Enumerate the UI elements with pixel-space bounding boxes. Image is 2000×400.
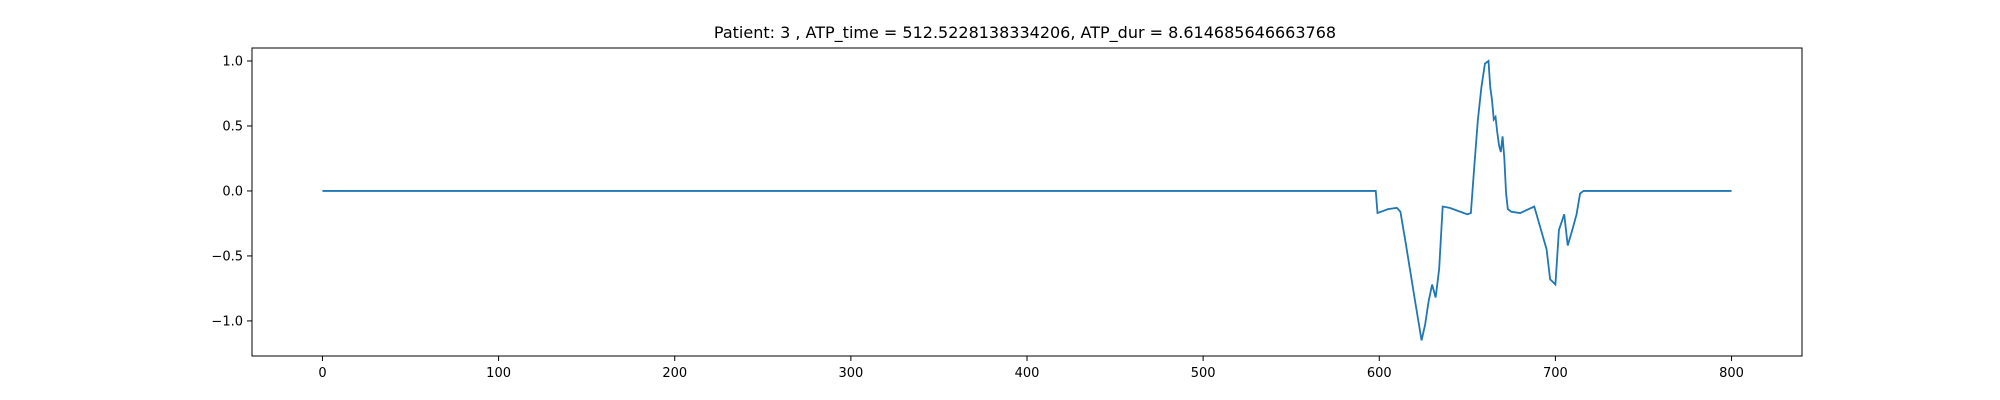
y-tick-label: 0.0 [222, 184, 243, 199]
x-tick-label: 700 [1543, 366, 1568, 381]
y-tick-label: 0.5 [222, 119, 243, 134]
chart-title: Patient: 3 , ATP_time = 512.522813833420… [714, 23, 1336, 43]
y-tick-label: −1.0 [211, 314, 243, 329]
x-tick-label: 800 [1719, 366, 1744, 381]
y-tick-label: −0.5 [211, 249, 243, 264]
x-tick-label: 200 [662, 366, 687, 381]
x-tick-label: 300 [838, 366, 863, 381]
x-tick-label: 100 [486, 366, 511, 381]
x-tick-label: 400 [1015, 366, 1040, 381]
x-axis: 0 100 200 300 400 500 600 700 800 [318, 356, 1744, 381]
x-tick-label: 0 [318, 366, 326, 381]
x-tick-label: 500 [1191, 366, 1216, 381]
series-line [322, 59, 1732, 341]
axes-frame [251, 47, 1803, 357]
y-axis: 1.0 0.5 0.0 −0.5 −1.0 [211, 54, 252, 329]
x-tick-label: 600 [1367, 366, 1392, 381]
y-tick-label: 1.0 [222, 54, 243, 69]
